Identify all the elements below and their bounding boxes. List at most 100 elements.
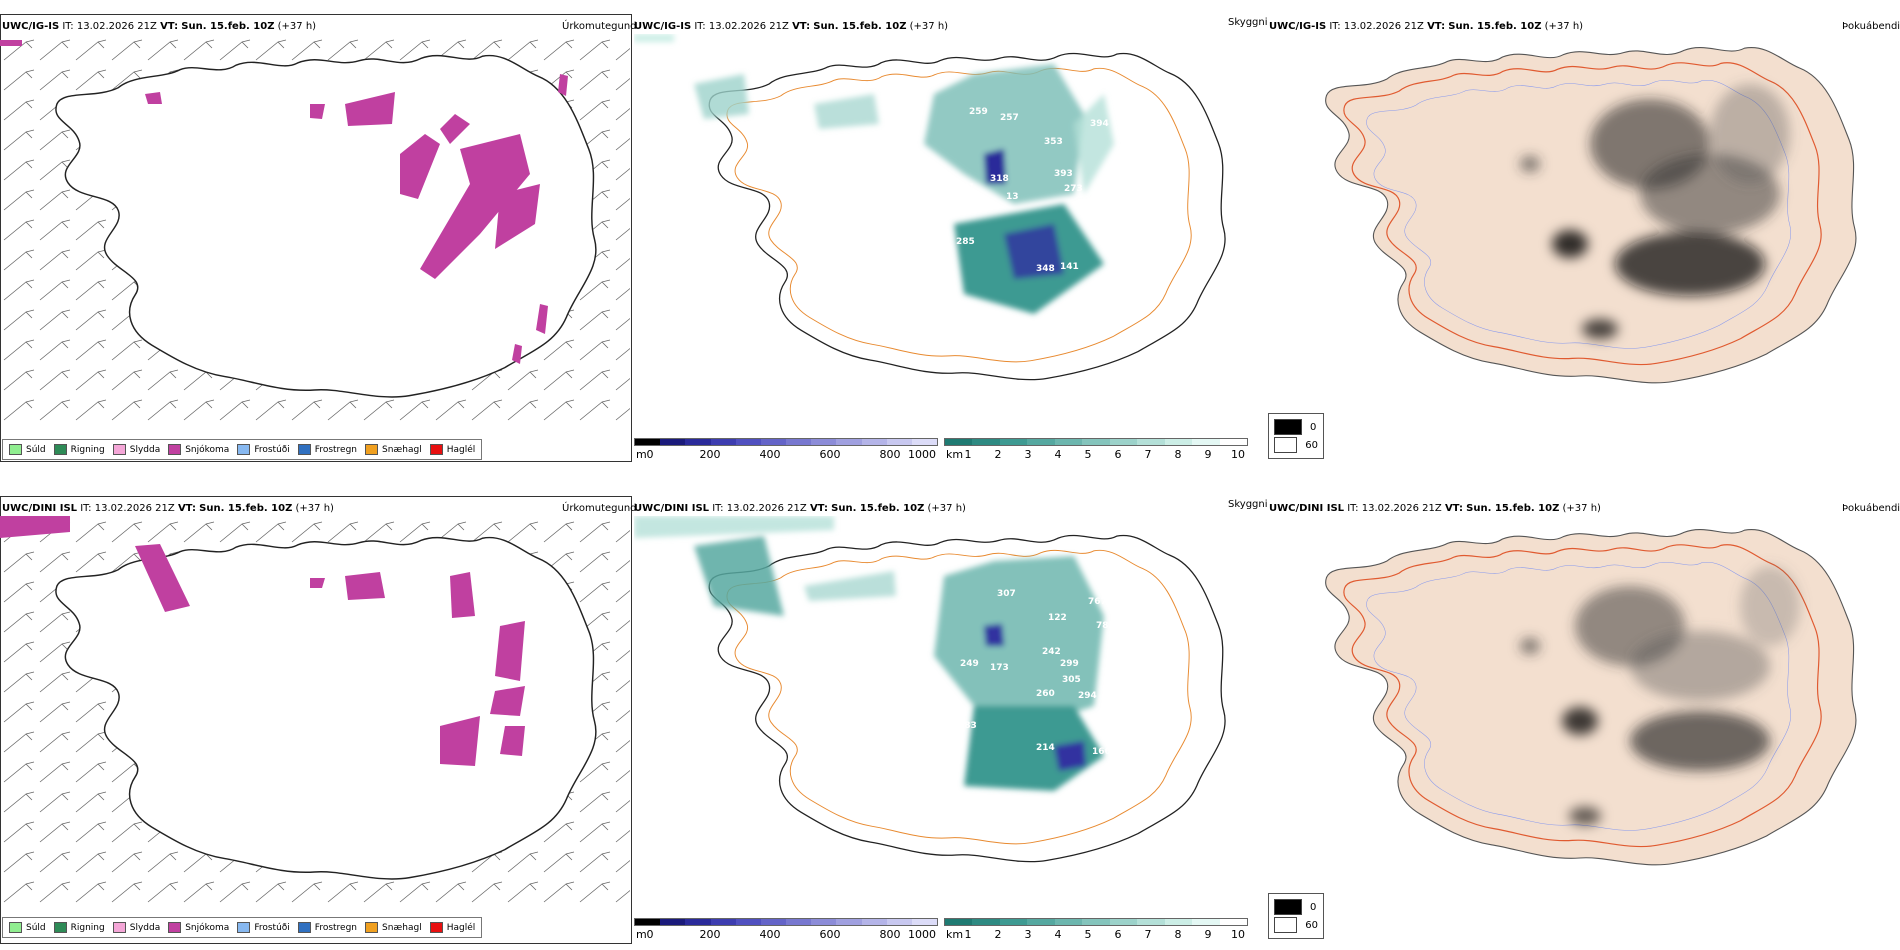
legend-item: Slydda xyxy=(112,922,160,933)
height-label: 166 xyxy=(1092,747,1111,757)
height-label: 257 xyxy=(1000,113,1019,123)
ceiling-ticks-km-bottom: km 1 2 3 4 5 6 7 8 9 10 xyxy=(944,928,1248,942)
ceiling-map-top: 259 257 394 318 393 219 353 281 273 262 … xyxy=(634,34,1226,381)
height-label: 214 xyxy=(1096,277,1115,287)
height-label: 219 xyxy=(1138,151,1157,161)
legend-item: Snæhagl xyxy=(365,922,422,933)
lead-time: (+37 h) xyxy=(909,21,949,32)
tick-label: 6 xyxy=(1114,448,1122,461)
tick-label: 600 xyxy=(819,448,841,461)
ceiling-map-bottom: 307 767 122 785 393 242 249 173 299 305 … xyxy=(634,516,1226,863)
swatch-freezing-rain xyxy=(297,922,311,933)
height-label: 173 xyxy=(990,663,1009,673)
height-label: 285 xyxy=(956,237,975,247)
fog-map-bottom xyxy=(1325,528,1857,866)
swatch-hail xyxy=(429,444,443,455)
precip-header-top: UWC/IG-IS IT: 13.02.2026 21Z VT: Sun. 15… xyxy=(2,21,316,33)
tick-label: 8 xyxy=(1174,928,1182,941)
vt-value: Sun. 15.feb. 10Z xyxy=(199,503,293,514)
vt-value: Sun. 15.feb. 10Z xyxy=(1466,503,1560,514)
height-label: 394 xyxy=(1090,119,1109,129)
height-label: 214 xyxy=(1036,743,1055,753)
legend-item: Snjókoma xyxy=(168,922,229,933)
legend-row: 60 xyxy=(1274,436,1318,454)
precip-map-top xyxy=(0,34,630,424)
swatch-sleet xyxy=(112,922,126,933)
unit-label: km xyxy=(946,448,964,461)
height-label: 767 xyxy=(1088,597,1107,607)
swatch-white xyxy=(1274,437,1298,453)
precip-category-bottom: Úrkomutegund xyxy=(562,503,637,514)
legend-row: 0 xyxy=(1274,418,1318,436)
it-value: 13.02.2026 21Z xyxy=(1361,503,1442,514)
legend-row: 60 xyxy=(1274,916,1318,934)
fog-header-top: UWC/IG-IS IT: 13.02.2026 21Z VT: Sun. 15… xyxy=(1269,21,1583,33)
fog-category-bottom: Þokuábendi xyxy=(1842,503,1900,514)
model-name: UWC/IG-IS xyxy=(2,21,60,32)
tick-label: 3 xyxy=(1024,928,1032,941)
fog-header-bottom: UWC/DINI ISL IT: 13.02.2026 21Z VT: Sun.… xyxy=(1269,503,1601,515)
unit-label: km xyxy=(946,928,964,941)
height-label: 242 xyxy=(1042,647,1061,657)
legend-item: Snjókoma xyxy=(168,444,229,455)
precip-legend-top: Súld Rigning Slydda Snjókoma Frostúði Fr… xyxy=(2,439,483,460)
vt-label: VT: xyxy=(1427,21,1446,32)
lead-time: (+37 h) xyxy=(1562,503,1601,514)
it-label: IT: xyxy=(712,503,724,514)
tick-label: 200 xyxy=(699,928,721,941)
swatch-hail xyxy=(429,922,443,933)
ceiling-colorbar-m-bottom xyxy=(634,918,938,926)
height-label: 249 xyxy=(960,659,979,669)
tick-label: 2 xyxy=(994,448,1002,461)
tick-label: 6 xyxy=(1114,928,1122,941)
height-label: 276 xyxy=(1144,729,1163,739)
it-value: 13.02.2026 21Z xyxy=(76,21,157,32)
precip-map-bottom xyxy=(0,516,630,906)
height-label: 348 xyxy=(1036,264,1055,274)
model-name: UWC/DINI ISL xyxy=(634,503,710,514)
tick-label: 5 xyxy=(1084,448,1092,461)
vt-label: VT: xyxy=(792,21,811,32)
vt-label: VT: xyxy=(177,503,196,514)
height-label: 132 xyxy=(1154,248,1173,258)
height-label: 183 xyxy=(958,721,977,731)
vt-value: Sun. 15.feb. 10Z xyxy=(181,21,275,32)
height-label: 393 xyxy=(1054,169,1073,179)
height-label: 318 xyxy=(990,174,1009,184)
tick-label: 400 xyxy=(759,448,781,461)
ceiling-category-top: Skyggni xyxy=(1228,17,1268,28)
precip-header-bottom: UWC/DINI ISL IT: 13.02.2026 21Z VT: Sun.… xyxy=(2,503,334,515)
height-label: 279 xyxy=(1164,709,1183,719)
height-label: 163 xyxy=(1148,697,1167,707)
it-label: IT: xyxy=(694,21,706,32)
model-name: UWC/DINI ISL xyxy=(1269,503,1345,514)
ceiling-header-bottom: UWC/DINI ISL IT: 13.02.2026 21Z VT: Sun.… xyxy=(634,503,966,515)
fog-map-top xyxy=(1325,46,1857,384)
tick-label: 400 xyxy=(759,928,781,941)
ceiling-ticks-km-top: km 1 2 3 4 5 6 7 8 9 10 xyxy=(944,448,1248,462)
fog-legend-top: 0 60 xyxy=(1268,413,1324,459)
height-label: 353 xyxy=(1044,137,1063,147)
legend-row: 0 xyxy=(1274,898,1318,916)
precip-category-top: Úrkomutegund xyxy=(562,21,637,32)
legend-item: Snæhagl xyxy=(365,444,422,455)
tick-label: 10 xyxy=(1231,448,1245,461)
fog-legend-bottom: 0 60 xyxy=(1268,893,1324,939)
tick-label: 9 xyxy=(1204,448,1212,461)
lead-time: (+37 h) xyxy=(927,503,966,514)
tick-label: 4 xyxy=(1054,928,1062,941)
ceiling-ticks-m-top: m 0 200 400 600 800 1000 xyxy=(634,448,938,462)
fog-index-areas xyxy=(1520,84,1790,339)
swatch-black xyxy=(1274,419,1302,435)
height-label: 307 xyxy=(997,589,1016,599)
tick-label: 10 xyxy=(1231,928,1245,941)
fog-index-areas xyxy=(1520,566,1800,825)
swatch-freezing-drizzle xyxy=(237,922,251,933)
it-value: 13.02.2026 21Z xyxy=(1343,21,1424,32)
tick-label: 1000 xyxy=(908,448,936,461)
ceiling-colorbar-m-top xyxy=(634,438,938,446)
vt-value: Sun. 15.feb. 10Z xyxy=(831,503,925,514)
tick-label: 0 xyxy=(646,448,654,461)
legend-item: Rigning xyxy=(53,444,105,455)
it-value: 13.02.2026 21Z xyxy=(94,503,175,514)
